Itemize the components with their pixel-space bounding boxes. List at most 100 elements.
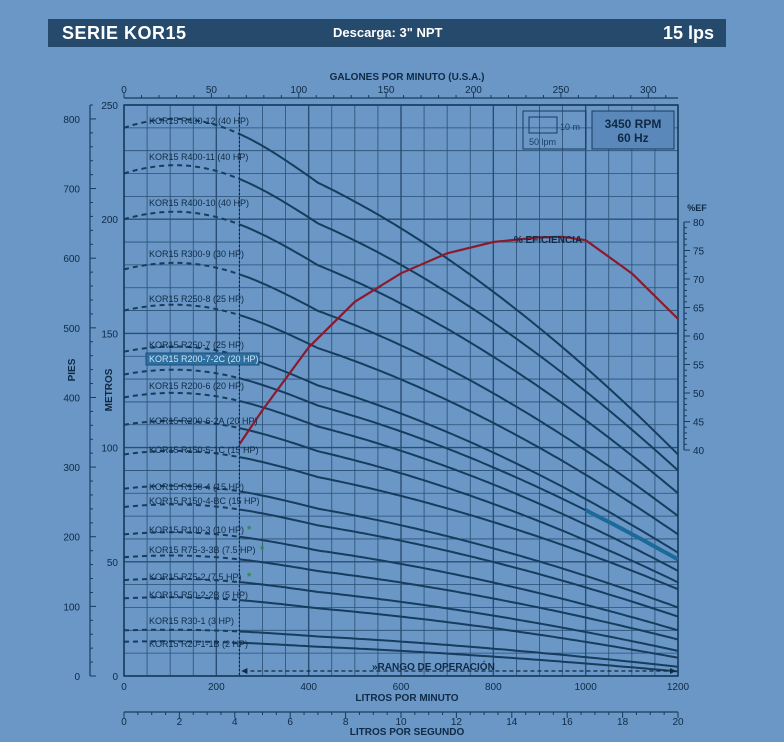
y-tick-label: 100 <box>101 444 118 455</box>
curve-label: KOR15 R75-2 (7.5 HP) <box>149 572 242 582</box>
efficiency-tick-label: 60 <box>693 332 705 343</box>
highlight-curve-segment <box>584 508 679 562</box>
x-tick-label: 800 <box>485 682 502 693</box>
curve-label: KOR15 R150-4 (15 HP) <box>149 482 244 492</box>
y2-tick-label: 600 <box>63 254 80 265</box>
pump-curve <box>239 558 679 641</box>
pump-curve <box>239 599 679 659</box>
curve-label: KOR15 R200-6-2A (20 HP) <box>149 416 258 426</box>
flow-label: 15 lps <box>662 23 714 43</box>
pump-curve-dashed <box>123 117 240 135</box>
y2-tick-label: 500 <box>63 324 80 335</box>
top-tick-label: 250 <box>553 85 570 96</box>
x2-tick-label: 0 <box>121 717 127 728</box>
y2-tick-label: 800 <box>63 115 80 126</box>
curve-label: KOR15 R400-11 (40 HP) <box>149 152 248 162</box>
x-tick-label: 600 <box>393 682 410 693</box>
curve-label: KOR15 R250-7 (25 HP) <box>149 340 244 350</box>
x-axis-title: LITROS POR MINUTO <box>355 693 458 704</box>
scale-label-10m: 10 m <box>560 122 580 132</box>
pump-curve-dashed <box>123 596 240 602</box>
pump-curve-dashed <box>123 484 240 493</box>
curve-label: KOR15 R400-12 (40 HP) <box>149 116 249 126</box>
x2-tick-label: 14 <box>506 717 518 728</box>
x2-tick-label: 16 <box>562 717 574 728</box>
pump-curve-dashed <box>123 503 240 511</box>
curve-label: KOR15 R200-6 (20 HP) <box>149 381 244 391</box>
discharge-label: Descarga: 3" NPT <box>333 25 443 40</box>
pump-curve-dashed <box>123 391 240 402</box>
x-tick-label: 400 <box>300 682 317 693</box>
x2-tick-label: 8 <box>343 717 349 728</box>
x2-tick-label: 4 <box>232 717 238 728</box>
top-tick-label: 50 <box>206 85 218 96</box>
series-title: SERIE KOR15 <box>62 23 187 43</box>
y2-tick-label: 700 <box>63 185 80 196</box>
top-tick-label: 300 <box>640 85 657 96</box>
grid <box>123 104 679 677</box>
pump-curve-dashed <box>123 261 240 276</box>
x2-tick-label: 2 <box>177 717 183 728</box>
efficiency-curve <box>238 235 679 445</box>
pump-curve <box>239 400 679 572</box>
x-tick-label: 0 <box>121 682 127 693</box>
x-tick-label: 200 <box>208 682 225 693</box>
pump-curve-dashed <box>123 368 240 380</box>
rpm-box: 3450 RPM 60 Hz <box>591 110 675 150</box>
x-tick-label: 1000 <box>575 682 598 693</box>
y-tick-label: 150 <box>101 329 118 340</box>
y2-tick-label: 300 <box>63 463 80 474</box>
top-tick-label: 0 <box>121 85 127 96</box>
star-marker: * <box>247 571 252 583</box>
curve-label: KOR15 R300-9 (30 HP) <box>149 249 244 259</box>
chart-header: SERIE KOR15 Descarga: 3" NPT 15 lps <box>48 19 726 47</box>
pump-curve-dashed <box>123 449 240 459</box>
x2-tick-label: 10 <box>395 717 407 728</box>
star-marker: * <box>247 524 252 536</box>
pump-curve <box>239 427 679 584</box>
y2-tick-label: 400 <box>63 393 80 404</box>
top-tick-label: 150 <box>378 85 395 96</box>
curve-label-highlight-bg <box>145 352 260 366</box>
top-axis-title: GALONES POR MINUTO (U.S.A.) <box>330 72 485 83</box>
operating-range-arrowhead <box>670 668 676 674</box>
pump-curve-dashed <box>123 303 240 317</box>
curve-label: KOR15 R150-4-BC (15 HP) <box>149 496 260 506</box>
operating-range-label: »RANGO DE OPERACIÓN <box>372 660 495 673</box>
curve-label: KOR15 R400-10 (40 HP) <box>149 198 249 208</box>
pump-curve <box>239 314 679 536</box>
y-tick-label: 0 <box>112 672 118 683</box>
efficiency-tick-label: 65 <box>693 304 705 315</box>
curve-label: KOR15 R75-3-3B (7.5 HP) <box>149 545 256 555</box>
x2-tick-label: 18 <box>617 717 629 728</box>
pump-curve-dashed <box>123 164 240 180</box>
pump-curve <box>239 490 679 609</box>
efficiency-tick-label: 45 <box>693 418 705 429</box>
pump-curve-dashed <box>123 554 240 561</box>
efficiency-tick-label: 40 <box>693 446 705 457</box>
pump-curves <box>123 117 679 673</box>
pump-curve <box>239 456 679 591</box>
pump-curve-dashed <box>123 577 240 584</box>
curve-labels: KOR15 R400-12 (40 HP) KOR15 R400-11 (40 H… <box>145 116 265 649</box>
scale-legend: 10 m 50 lpm <box>522 110 587 150</box>
curve-label: KOR15 R250-8 (25 HP) <box>149 294 244 304</box>
plot-frame <box>123 104 679 677</box>
x2-tick-label: 20 <box>672 717 684 728</box>
y2-tick-label: 200 <box>63 533 80 544</box>
y-tick-label: 200 <box>101 215 118 226</box>
pump-curve <box>239 508 679 618</box>
curve-label: KOR15 R200-7-2C (20 HP) <box>149 354 259 364</box>
pump-curve-dashed <box>123 345 240 357</box>
x2-tick-label: 6 <box>287 717 293 728</box>
y-axis-title: METROS <box>104 368 115 411</box>
hz-label: 60 Hz <box>617 131 648 145</box>
x2-tick-label: 12 <box>451 717 463 728</box>
pump-curve-dashed <box>123 210 240 226</box>
curve-label: KOR15 R30-1 (3 HP) <box>149 616 234 626</box>
efficiency-label: % EFICIENCIA <box>514 235 582 246</box>
pump-curve <box>239 223 679 495</box>
efficiency-tick-label: 70 <box>693 275 705 286</box>
pump-curve <box>239 177 679 472</box>
pump-curve <box>239 273 679 517</box>
